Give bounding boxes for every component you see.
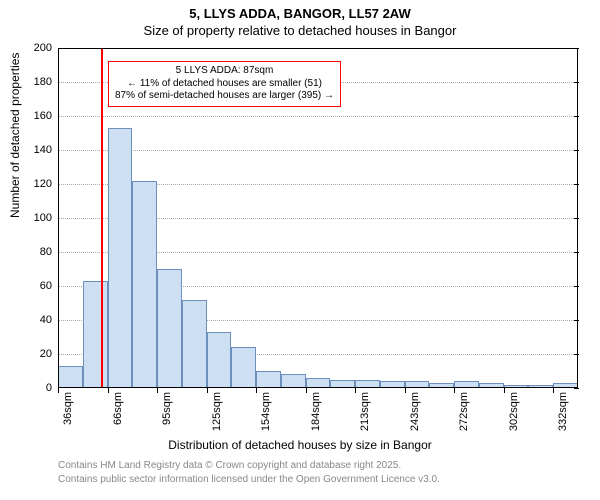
xtick-label: 184sqm [310,392,322,431]
xtick-mark [58,388,59,393]
ytick-label: 0 [24,382,52,394]
ytick-label: 100 [24,212,52,224]
xtick-mark [553,388,554,393]
ytick-label: 200 [24,42,52,54]
ytick-label: 120 [24,178,52,190]
xtick-label: 36sqm [62,392,74,425]
chart-container: 5, LLYS ADDA, BANGOR, LL57 2AW Size of p… [0,0,600,500]
ytick-label: 160 [24,110,52,122]
xtick-label: 154sqm [260,392,272,431]
chart-title-sub: Size of property relative to detached ho… [0,21,600,38]
xtick-label: 125sqm [211,392,223,431]
footnote-2: Contains public sector information licen… [58,474,440,485]
ytick-label: 40 [24,314,52,326]
y-axis-label: Number of detached properties [8,53,22,218]
ytick-label: 20 [24,348,52,360]
xtick-mark [108,388,109,393]
footnote-1: Contains HM Land Registry data © Crown c… [58,460,401,471]
xtick-mark [256,388,257,393]
xtick-label: 332sqm [557,392,569,431]
chart-title-main: 5, LLYS ADDA, BANGOR, LL57 2AW [0,0,600,21]
xtick-mark [454,388,455,393]
ytick-label: 140 [24,144,52,156]
xtick-label: 272sqm [458,392,470,431]
ytick-mark [574,388,579,389]
ytick-label: 60 [24,280,52,292]
xtick-mark [306,388,307,393]
chart-border [58,48,578,388]
xtick-label: 302sqm [508,392,520,431]
x-axis-label: Distribution of detached houses by size … [0,438,600,452]
xtick-mark [504,388,505,393]
xtick-mark [355,388,356,393]
ytick-label: 180 [24,76,52,88]
xtick-label: 243sqm [409,392,421,431]
xtick-label: 213sqm [359,392,371,431]
xtick-label: 66sqm [112,392,124,425]
xtick-mark [405,388,406,393]
ytick-label: 80 [24,246,52,258]
xtick-mark [207,388,208,393]
xtick-label: 95sqm [161,392,173,425]
plot-area: 020406080100120140160180200 36sqm66sqm95… [58,48,578,388]
xtick-mark [157,388,158,393]
